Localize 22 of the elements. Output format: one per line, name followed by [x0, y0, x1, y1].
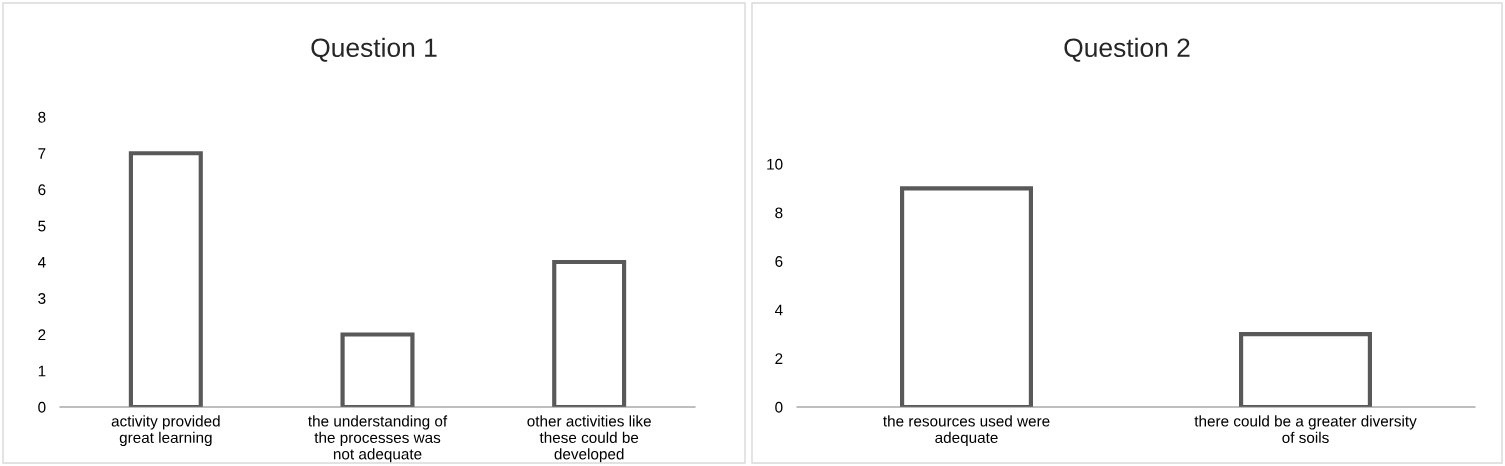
y-tick-label: 0 — [38, 401, 46, 413]
y-tick-label: 2 — [775, 353, 783, 364]
chart-title: Question 1 — [311, 37, 437, 62]
x-tick-label: there could be a greater diversity of soils — [1194, 415, 1417, 444]
x-tick-label: other activities like these could be developed — [527, 415, 651, 463]
x-tick-label: the understanding of the processes was not adequate — [308, 415, 448, 463]
y-tick-label: 3 — [38, 293, 46, 304]
x-tick-label: the resources used were adequate — [883, 415, 1050, 447]
chart-title: Question 2 — [1064, 37, 1190, 62]
y-tick-label: 0 — [775, 401, 783, 413]
y-tick-label: 4 — [37, 257, 46, 268]
y-tick-label: 5 — [38, 220, 46, 232]
y-tick-label: 8 — [38, 111, 46, 123]
y-tick-label: 6 — [38, 184, 46, 196]
x-tick-label: activity provided great learning — [111, 415, 220, 447]
y-tick-label: 1 — [38, 365, 46, 377]
y-tick-label: 7 — [38, 148, 46, 159]
y-tick-label: 2 — [38, 329, 46, 341]
y-tick-label: 10 — [767, 158, 783, 170]
y-tick-label: 8 — [775, 207, 783, 219]
y-tick-label: 6 — [775, 256, 783, 267]
y-tick-label: 4 — [774, 304, 783, 316]
